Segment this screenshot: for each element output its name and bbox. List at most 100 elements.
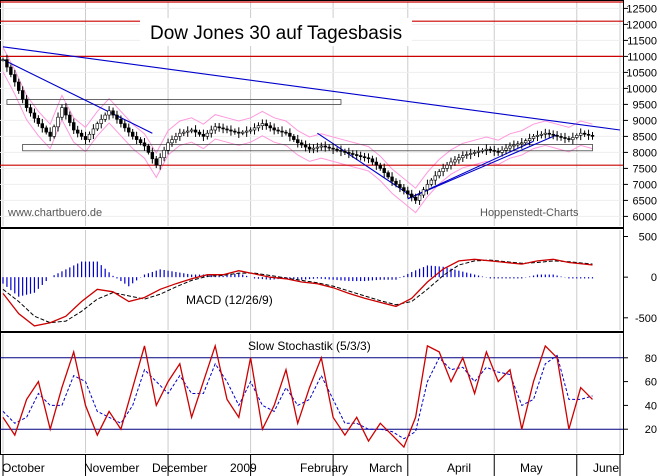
candle-body	[174, 136, 178, 140]
candle-body	[402, 187, 406, 192]
stochastic-panel-frame	[0, 332, 624, 455]
candle-body	[115, 114, 119, 120]
candle-body	[335, 148, 339, 151]
candle-body	[256, 125, 261, 129]
consolidation-box	[6, 99, 342, 105]
trend-line	[2, 46, 621, 131]
candle-body	[189, 129, 194, 132]
candle-body	[539, 133, 544, 136]
y-tick-label: 60	[645, 377, 657, 389]
candle-body	[523, 140, 528, 144]
price-bars	[1, 54, 595, 205]
candle-body	[119, 119, 123, 124]
candle-body	[472, 152, 477, 154]
candle-body	[543, 132, 548, 135]
candle-body	[512, 144, 516, 147]
y-tick-label: 9500	[633, 99, 657, 111]
candle-body	[508, 145, 512, 149]
trend-line	[2, 59, 153, 134]
consolidation-boxes	[6, 99, 593, 152]
candle-body	[386, 172, 390, 178]
candle-body	[91, 128, 96, 135]
candle-body	[178, 132, 182, 137]
stochastic-d-line	[2, 354, 593, 440]
candle-body	[441, 168, 445, 172]
candle-body	[354, 154, 359, 156]
candle-body	[288, 132, 292, 137]
y-tick-label: 9000	[633, 115, 657, 127]
candle-body	[319, 145, 324, 148]
y-tick-label: 7000	[633, 179, 657, 191]
y-tick-label: 11000	[627, 51, 657, 63]
price-panel: 6000 6500 7000 7500 8000 8500 9000 9500 10000 105…	[0, 0, 657, 228]
candle-body	[5, 59, 9, 68]
y-tick-label: 8000	[633, 147, 657, 159]
candle-body	[107, 110, 111, 116]
month-label: November	[84, 461, 139, 475]
y-tick-label: -500	[635, 313, 657, 325]
candle-body	[582, 132, 587, 135]
candle-body	[488, 148, 493, 151]
trend-line	[407, 134, 558, 200]
candle-body	[99, 119, 103, 124]
macd-axis-ticks: -500 0 500	[623, 232, 657, 325]
candle-body	[484, 148, 489, 151]
y-tick-label: 80	[645, 353, 657, 365]
candle-body	[461, 155, 465, 159]
candle-body	[563, 137, 567, 139]
candle-body	[40, 123, 44, 129]
candle-body	[68, 114, 72, 123]
candle-body	[504, 147, 508, 151]
candle-body	[186, 130, 190, 133]
candle-body	[264, 123, 269, 127]
y-tick-label: 10000	[626, 83, 657, 95]
candle-body	[315, 146, 320, 149]
candle-body	[480, 149, 485, 152]
trend-line	[317, 132, 416, 200]
candle-body	[170, 139, 174, 144]
stochastic-label: Slow Stochastik (5/3/3)	[248, 339, 371, 353]
y-tick-label: 11500	[627, 35, 657, 47]
y-tick-label: 40	[645, 400, 657, 412]
candle-body	[492, 149, 496, 152]
candle-body	[307, 146, 312, 150]
macd-panel: -500 0 500 MACD (12/26/9)	[0, 228, 657, 332]
candle-body	[244, 130, 249, 133]
candle-body	[60, 107, 64, 118]
candle-body	[79, 132, 84, 137]
candle-body	[130, 131, 135, 137]
candle-body	[366, 157, 371, 160]
candle-body	[28, 107, 33, 114]
candle-body	[571, 137, 575, 140]
candle-body	[476, 151, 481, 153]
month-label: February	[300, 461, 348, 475]
candle-body	[103, 114, 107, 120]
candle-body	[24, 98, 29, 108]
candle-body	[535, 135, 540, 137]
candle-body	[233, 130, 237, 133]
candle-body	[547, 132, 551, 135]
candle-body	[579, 132, 583, 136]
macd-signal-line	[2, 259, 593, 324]
watermark-right: Hoppenstedt-Charts	[480, 207, 579, 219]
candle-body	[311, 147, 316, 150]
candle-body	[284, 131, 288, 134]
candle-body	[205, 132, 210, 137]
candle-body	[347, 152, 351, 154]
candle-body	[221, 127, 225, 130]
candle-body	[299, 142, 304, 146]
candle-body	[362, 156, 367, 159]
candle-body	[75, 129, 80, 134]
macd-label: MACD (12/26/9)	[186, 293, 273, 307]
candle-body	[83, 136, 88, 140]
candle-body	[48, 131, 52, 137]
candle-body	[374, 161, 379, 166]
bollinger-bands	[2, 47, 593, 214]
candle-body	[162, 149, 166, 159]
candle-body	[351, 153, 355, 155]
candle-body	[87, 133, 92, 140]
candle-body	[343, 151, 347, 153]
candle-body	[197, 131, 202, 135]
stochastic-k-line	[2, 343, 593, 449]
candle-body	[394, 180, 398, 185]
